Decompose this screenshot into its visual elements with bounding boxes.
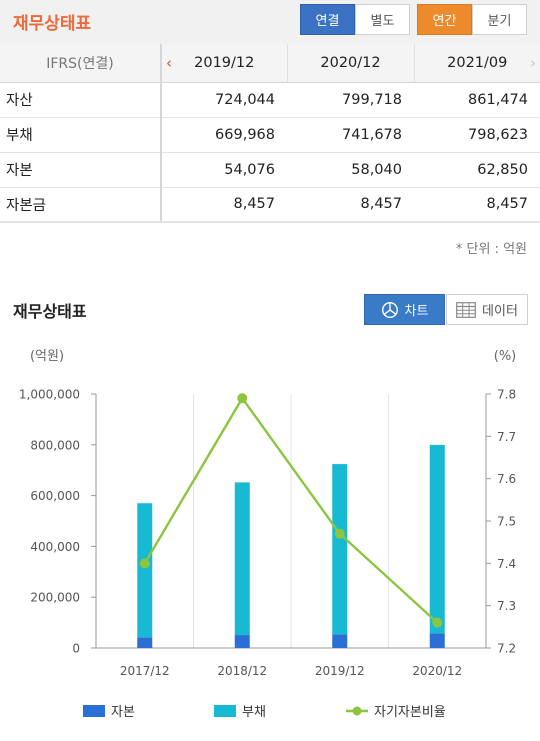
table-row: 자본 54,076 58,040 62,850 (0, 152, 540, 188)
table-row: 자본금 8,457 8,457 8,457 (0, 187, 540, 223)
legend-label-equity: 자본 (111, 705, 135, 720)
x-tick-label: 2018/12 (217, 664, 267, 678)
table-row: 부채 669,968 741,678 798,623 (0, 117, 540, 153)
y-left-unit-label: (억원) (30, 349, 64, 364)
table-cell: 669,968 (161, 117, 287, 153)
bar-liability (137, 503, 153, 638)
chart-section-title: 재무상태표 (13, 302, 87, 321)
y-left-tick-label: 400,000 (30, 540, 80, 554)
period-header: ‹ 2019/12 (161, 44, 288, 83)
bar-equity (429, 633, 445, 648)
table-cell: 724,044 (161, 82, 287, 118)
legend-label-ratio: 자기자본비율 (374, 705, 446, 720)
y-left-tick-label: 0 (72, 642, 80, 656)
row-label: 자본 (0, 152, 162, 188)
period-header: 2021/09 › (414, 44, 540, 83)
table-cell: 861,474 (414, 82, 540, 118)
legend-label-liability: 부채 (242, 705, 266, 720)
ratio-point (139, 558, 150, 569)
row-label: 자본금 (0, 187, 162, 223)
row-label: 자산 (0, 82, 162, 118)
bar-equity (332, 634, 348, 648)
table-header-row: IFRS(연결) ‹ 2019/12 2020/12 2021/09 › (0, 44, 540, 83)
consolidated-toggle-button[interactable]: 연결 (300, 4, 355, 35)
legend-swatch-ratio-point (352, 706, 362, 716)
table-cell: 58,040 (287, 152, 414, 188)
table-icon (456, 301, 476, 318)
table-cell: 8,457 (414, 187, 540, 223)
x-tick-label: 2020/12 (412, 664, 462, 678)
ratio-point (334, 528, 345, 539)
period-label: 2020/12 (320, 54, 381, 71)
header-bar: 재무상태표 연결 별도 연간 분기 (0, 0, 540, 44)
table-cell: 54,076 (161, 152, 287, 188)
period-label: 2021/09 (447, 54, 508, 71)
table-cell: 8,457 (287, 187, 414, 223)
x-tick-label: 2019/12 (315, 664, 365, 678)
legend-swatch-equity (83, 705, 105, 717)
balance-sheet-table: IFRS(연결) ‹ 2019/12 2020/12 2021/09 › 자산 … (0, 44, 540, 223)
period-header: 2020/12 (287, 44, 415, 83)
ifrs-label-header: IFRS(연결) (0, 44, 162, 83)
bar-equity (234, 635, 250, 648)
ratio-point (432, 617, 443, 628)
annual-toggle-button[interactable]: 연간 (417, 4, 472, 35)
table-cell: 799,718 (287, 82, 414, 118)
y-right-tick-label: 7.3 (497, 599, 516, 613)
bar-equity (137, 637, 153, 648)
data-view-label: 데이터 (482, 304, 518, 319)
y-right-unit-label: (%) (494, 349, 517, 364)
bar-liability (234, 482, 250, 636)
unit-note: * 단위 : 억원 (455, 242, 527, 257)
chart-view-button[interactable]: 차트 (364, 294, 445, 325)
bar-liability (429, 444, 445, 634)
y-left-tick-label: 800,000 (30, 438, 80, 452)
y-right-tick-label: 7.5 (497, 515, 516, 529)
y-right-tick-label: 7.6 (497, 472, 516, 486)
y-right-tick-label: 7.7 (497, 430, 516, 444)
table-row: 자산 724,044 799,718 861,474 (0, 82, 540, 118)
data-view-button[interactable]: 데이터 (446, 294, 528, 325)
legend-swatch-liability (214, 705, 236, 717)
row-label: 부채 (0, 117, 162, 153)
prev-period-arrow-icon[interactable]: ‹ (166, 53, 172, 72)
ratio-point (237, 393, 248, 404)
bar-liability (332, 464, 348, 635)
table-cell: 8,457 (161, 187, 287, 223)
table-cell: 741,678 (287, 117, 414, 153)
table-cell: 798,623 (414, 117, 540, 153)
quarterly-toggle-button[interactable]: 분기 (472, 4, 527, 35)
y-left-tick-label: 1,000,000 (19, 388, 80, 402)
ratio-line (143, 396, 439, 624)
y-right-tick-label: 7.4 (497, 557, 516, 571)
period-label: 2019/12 (194, 54, 255, 71)
page-title: 재무상태표 (13, 14, 92, 34)
y-left-tick-label: 200,000 (30, 591, 80, 605)
x-tick-label: 2017/12 (120, 664, 170, 678)
chart-view-label: 차트 (404, 304, 429, 319)
y-left-tick-label: 600,000 (30, 489, 80, 503)
y-right-tick-label: 7.2 (497, 642, 516, 656)
chart-icon (381, 301, 398, 318)
y-right-tick-label: 7.8 (497, 388, 516, 402)
table-cell: 62,850 (414, 152, 540, 188)
next-period-arrow-icon[interactable]: › (530, 53, 536, 72)
separate-toggle-button[interactable]: 별도 (355, 4, 410, 35)
balance-sheet-chart: (억원) (%) 0 200,000 400,000 600,000 800,000 1,00… (19, 349, 517, 720)
